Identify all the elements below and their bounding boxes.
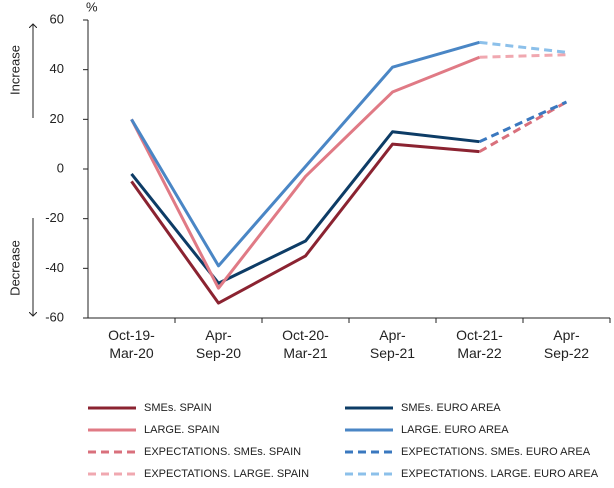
y-tick-label: 20: [50, 111, 64, 126]
legend-label: EXPECTATIONS. SMEs. SPAIN: [144, 446, 301, 458]
x-tick-label: Oct-19- Mar-20: [108, 327, 155, 361]
legend-label: SMEs. SPAIN: [144, 402, 212, 414]
y-tick-label: -60: [45, 309, 64, 324]
y-tick-label: 40: [50, 61, 64, 76]
legend-label: LARGE. SPAIN: [144, 424, 220, 436]
increase-label: Increase: [7, 45, 22, 95]
series-line: [130, 130, 480, 285]
x-tick-label: Apr- Sep-22: [543, 327, 590, 361]
series-line: [478, 100, 568, 144]
unit-label: %: [86, 0, 98, 14]
legend-label: EXPECTATIONS. LARGE. EURO AREA: [401, 468, 599, 480]
series-line: [479, 53, 567, 59]
y-tick-label: 0: [57, 160, 64, 175]
legend-label: EXPECTATIONS. SMEs. EURO AREA: [401, 446, 591, 458]
series-line: [130, 55, 481, 290]
x-tick-label: Oct-20- Mar-21: [282, 327, 329, 361]
y-tick-label: -20: [45, 210, 64, 225]
y-tick-label: 60: [50, 11, 64, 26]
decrease-label: Decrease: [7, 240, 22, 296]
series-line: [130, 142, 480, 305]
legend-label: EXPECTATIONS. LARGE. SPAIN: [144, 468, 309, 480]
x-tick-label: Oct-21- Mar-22: [456, 327, 503, 361]
series-line: [130, 40, 480, 268]
legend-label: LARGE. EURO AREA: [401, 424, 509, 436]
legend-label: SMEs. EURO AREA: [401, 402, 501, 414]
x-tick-label: Apr- Sep-21: [369, 327, 416, 361]
series-line: [478, 100, 568, 153]
series-line: [479, 40, 567, 54]
x-tick-label: Apr- Sep-20: [195, 327, 242, 361]
y-tick-label: -40: [45, 260, 64, 275]
